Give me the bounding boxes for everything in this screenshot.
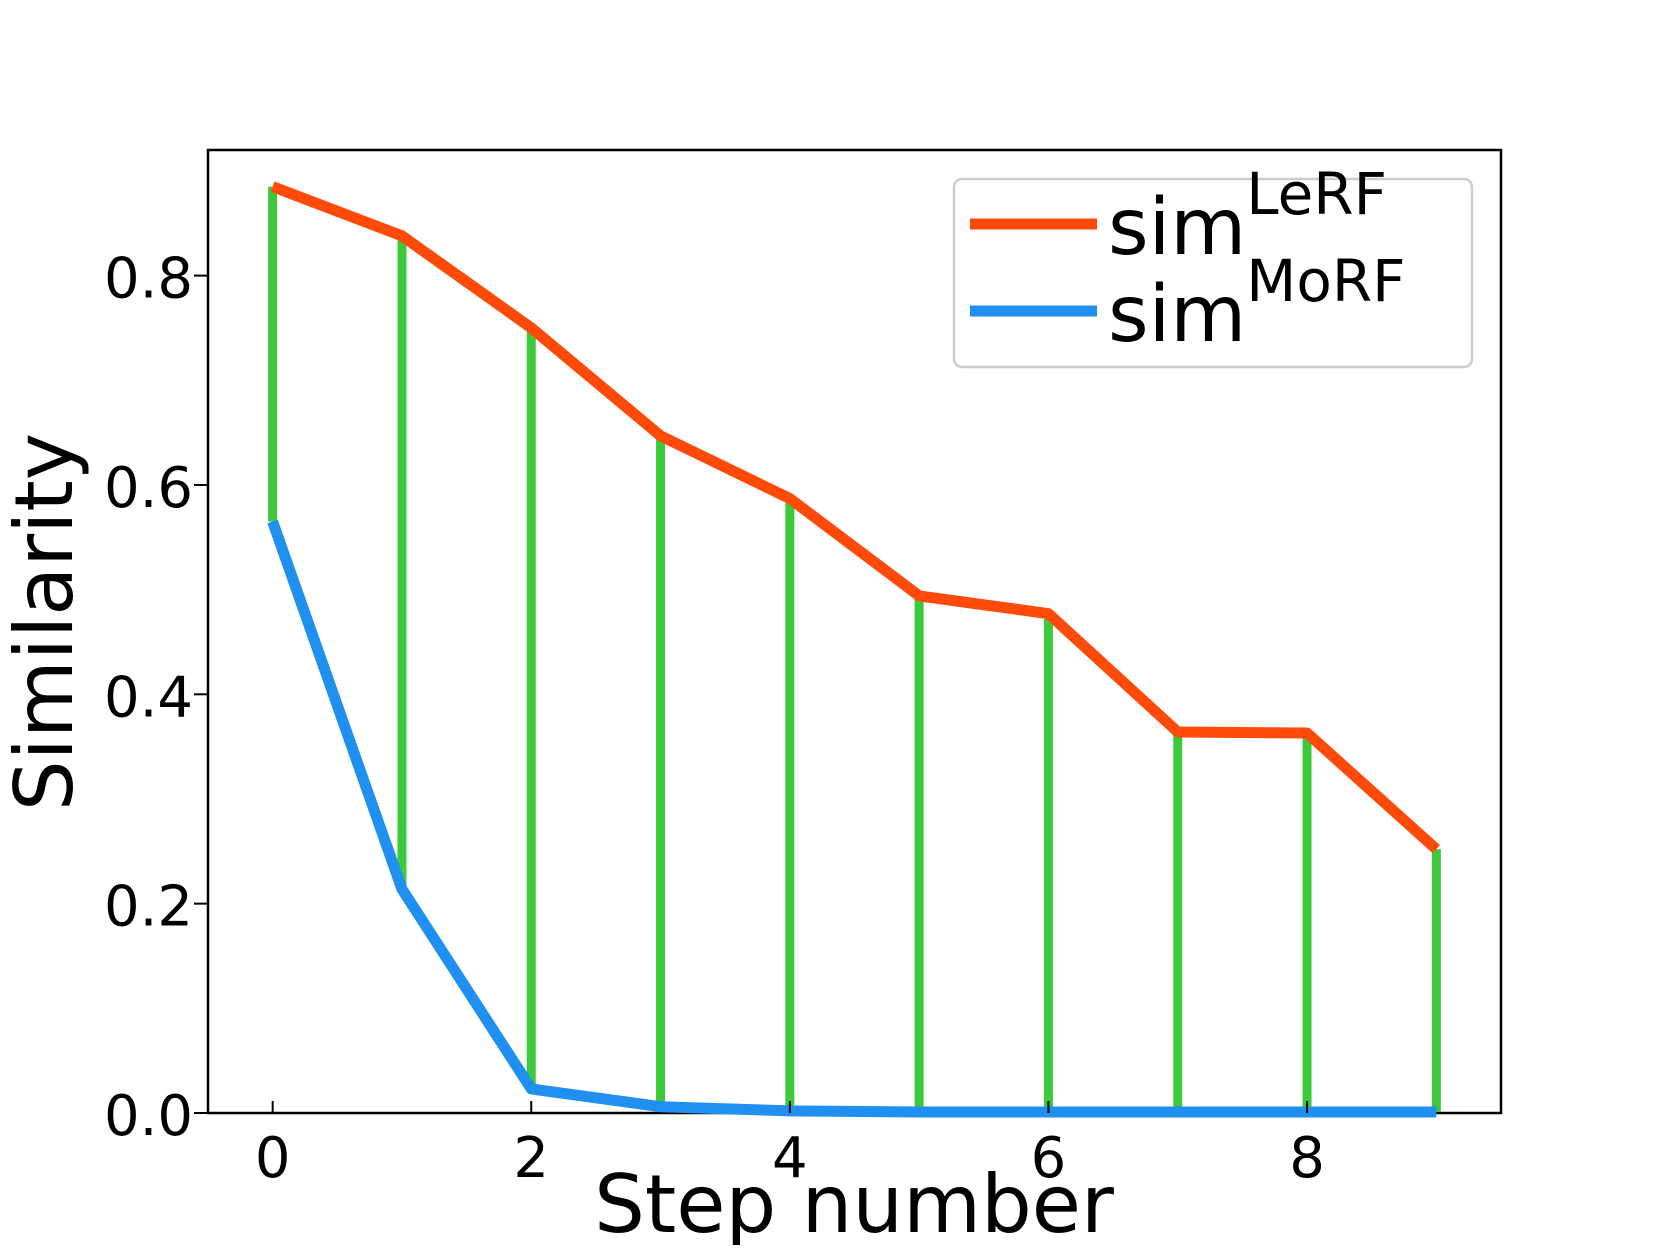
- y-axis-ticks: 0.0 0.2 0.4 0.6 0.8: [104, 247, 208, 1149]
- x-tick-label: 4: [772, 1126, 808, 1191]
- y-tick-label: 0.6: [104, 456, 193, 521]
- y-tick-label: 0.4: [104, 665, 193, 730]
- y-tick-label: 0.0: [104, 1084, 193, 1149]
- x-axis-ticks: 0 2 4 6 8: [255, 1101, 1325, 1191]
- legend-label-morf: simMoRF: [1108, 247, 1406, 360]
- y-tick-label: 0.8: [104, 247, 193, 312]
- x-tick-label: 0: [255, 1126, 291, 1191]
- x-tick-label: 2: [513, 1126, 549, 1191]
- series-lines: [267, 181, 1440, 1118]
- series-line-lerf: [270, 181, 1440, 854]
- legend-label-lerf: simLeRF: [1108, 160, 1387, 273]
- x-tick-label: 6: [1031, 1126, 1067, 1191]
- series-line-morf: [267, 519, 1437, 1118]
- y-tick-label: 0.2: [104, 875, 193, 940]
- y-axis-label: Similarity: [0, 433, 91, 811]
- x-tick-label: 8: [1289, 1126, 1325, 1191]
- gap-lines: [268, 186, 1441, 1112]
- x-axis-label: Step number: [594, 1158, 1114, 1245]
